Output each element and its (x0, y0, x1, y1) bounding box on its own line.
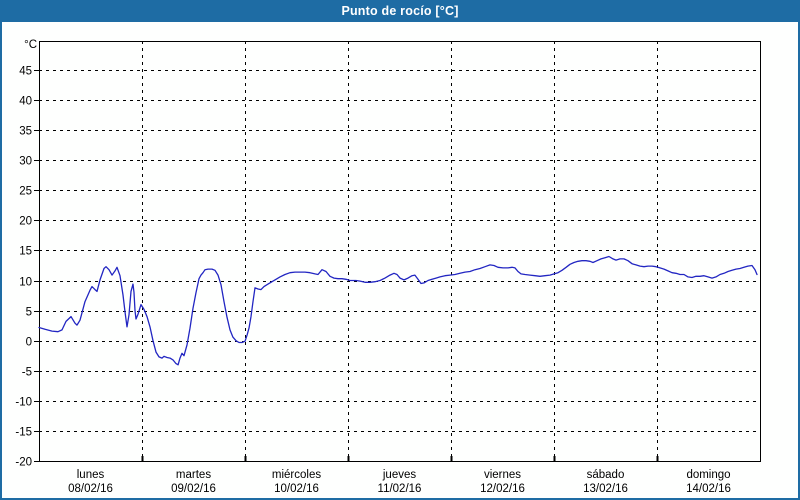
x-day-date-label: 08/02/16 (68, 483, 113, 495)
y-tick-label: 20 (19, 216, 32, 228)
plot-border (39, 41, 761, 462)
x-day-name-label: viernes (484, 469, 521, 481)
y-tick-label: 25 (19, 186, 32, 198)
dewpoint-data-line (38, 255, 758, 366)
y-tick-label: -20 (15, 457, 32, 469)
x-day-name-label: sábado (587, 469, 625, 481)
chart-title: Punto de rocío [°C] (341, 4, 459, 18)
title-bar: Punto de rocío [°C] (0, 0, 800, 22)
x-day-date-label: 10/02/16 (274, 483, 319, 495)
y-axis-unit-label: °C (24, 39, 37, 51)
y-tick-label: -5 (22, 367, 32, 379)
y-tick-label: 40 (19, 96, 32, 108)
x-day-name-label: domingo (686, 469, 730, 481)
x-day-name-label: jueves (382, 469, 416, 481)
y-tick-label: 35 (19, 126, 32, 138)
y-tick-label: 5 (26, 307, 32, 319)
x-day-date-label: 12/02/16 (480, 483, 525, 495)
x-day-name-label: lunes (77, 469, 105, 481)
y-tick-label: -10 (15, 397, 32, 409)
x-day-name-label: miércoles (272, 469, 321, 481)
x-day-date-label: 13/02/16 (583, 483, 628, 495)
x-day-name-label: martes (176, 469, 211, 481)
y-tick-label: 0 (26, 337, 32, 349)
x-day-date-label: 09/02/16 (171, 483, 216, 495)
x-day-date-label: 11/02/16 (378, 483, 422, 495)
y-tick-label: 15 (19, 246, 32, 258)
y-tick-label: 30 (19, 156, 32, 168)
x-day-date-label: 14/02/16 (686, 483, 731, 495)
y-tick-label: 10 (19, 277, 32, 289)
y-tick-label: 45 (19, 66, 32, 78)
y-tick-label: -15 (15, 427, 32, 439)
